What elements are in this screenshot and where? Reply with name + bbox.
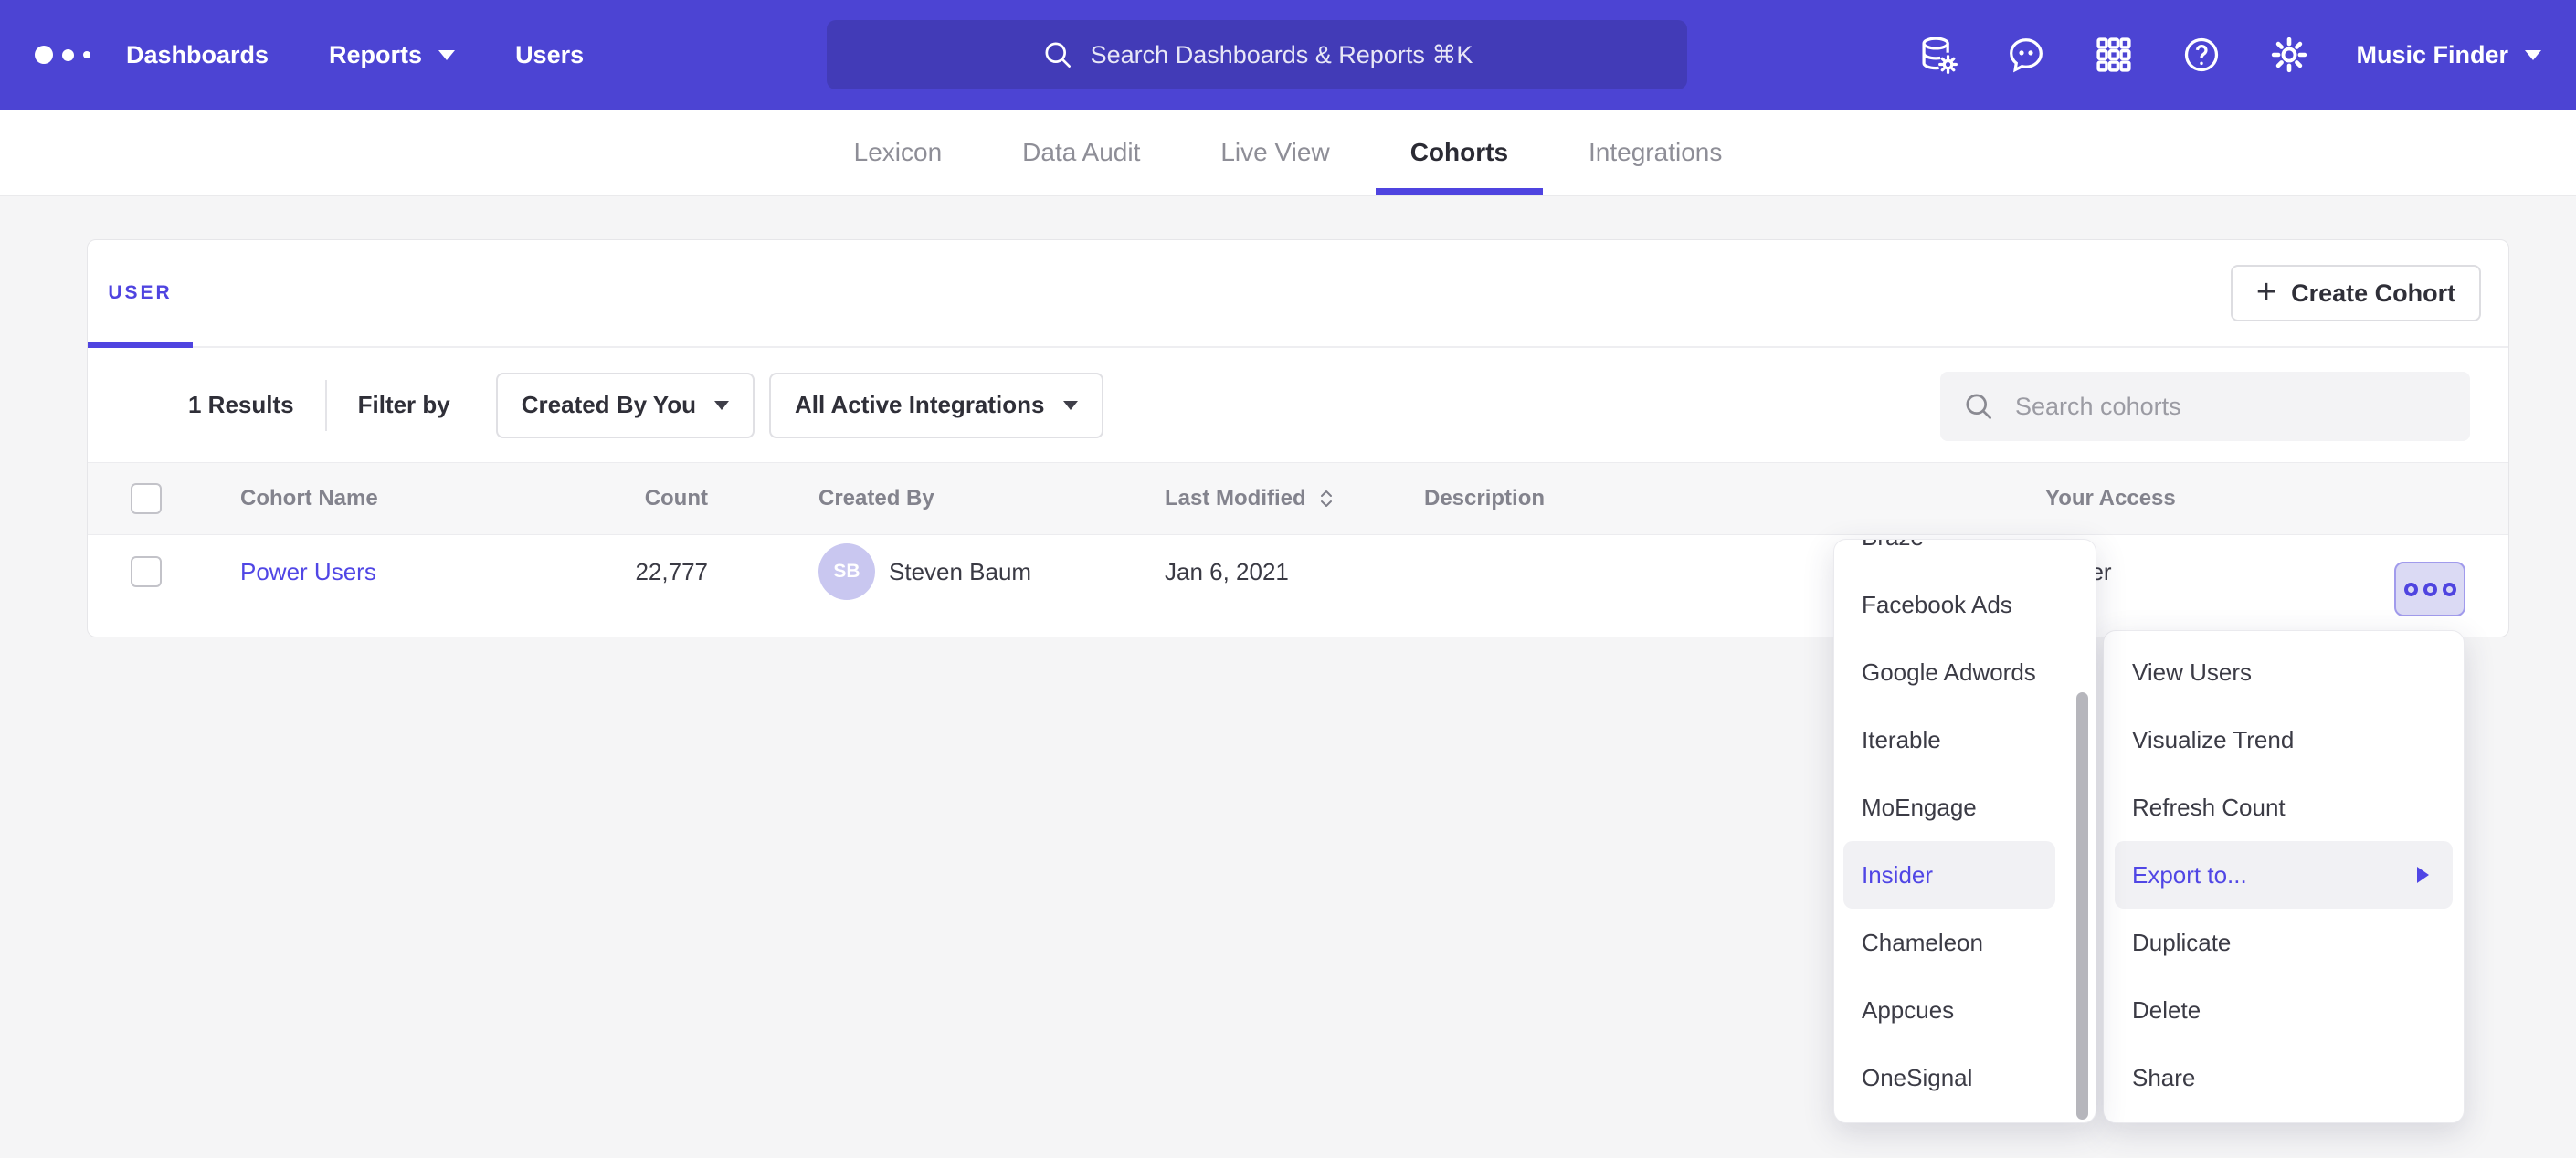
tab-integrations[interactable]: Integrations	[1589, 138, 1723, 166]
settings-gear-icon[interactable]	[2268, 34, 2310, 76]
sort-icon	[1317, 487, 1336, 511]
project-switcher[interactable]: Music Finder	[2356, 41, 2541, 69]
submenu-item-iterable[interactable]: Iterable	[1862, 725, 1941, 753]
cohort-name-link[interactable]: Power Users	[240, 557, 376, 585]
top-navigation-bar: Dashboards Reports Users Search Dashboar…	[0, 0, 2576, 110]
row-checkbox[interactable]	[131, 556, 162, 587]
submenu-item-google-adwords[interactable]: Google Adwords	[1862, 658, 2036, 686]
results-count: 1 Results	[188, 391, 294, 418]
menu-item-share[interactable]: Share	[2132, 1063, 2196, 1091]
menu-item-visualize-trend[interactable]: Visualize Trend	[2132, 725, 2295, 753]
section-tabbar: Lexicon Data Audit Live View Cohorts Int…	[0, 110, 2576, 196]
chevron-down-icon	[1062, 400, 1078, 410]
column-header-last-modified[interactable]: Last Modified	[1165, 463, 1336, 534]
tab-cohorts[interactable]: Cohorts	[1375, 110, 1544, 195]
filter-row: 1 Results Filter by Created By You All A…	[88, 348, 2508, 462]
submenu-item-insider[interactable]: Insider	[1843, 841, 2055, 909]
tab-lexicon[interactable]: Lexicon	[853, 138, 943, 166]
export-to-submenu: Braze Facebook Ads Google Adwords Iterab…	[1833, 539, 2096, 1123]
creator-name: Steven Baum	[889, 557, 1032, 585]
menu-item-refresh-count[interactable]: Refresh Count	[2132, 793, 2286, 821]
project-name: Music Finder	[2356, 40, 2508, 68]
menu-item-delete[interactable]: Delete	[2132, 995, 2201, 1024]
export-to-submenu-list: Braze Facebook Ads Google Adwords Iterab…	[1834, 540, 2096, 1111]
plus-icon	[2256, 277, 2276, 310]
chevron-down-icon	[2525, 49, 2541, 60]
nav-right-cluster: Music Finder	[1917, 34, 2541, 76]
dot-icon	[2442, 582, 2456, 596]
cohorts-card-header: USER Create Cohort	[88, 240, 2508, 348]
table-header-row: Cohort Name Count Created By Last Modifi…	[88, 462, 2508, 535]
cohort-table-row: Power Users 22,777 SB Steven Baum Jan 6,…	[88, 535, 2508, 638]
tab-data-audit[interactable]: Data Audit	[1022, 138, 1141, 166]
menu-item-view-users[interactable]: View Users	[2132, 658, 2253, 686]
chevron-down-icon	[713, 400, 729, 410]
submenu-item-appcues[interactable]: Appcues	[1862, 995, 1955, 1024]
creator-avatar: SB	[818, 543, 875, 600]
create-cohort-button[interactable]: Create Cohort	[2231, 265, 2481, 321]
search-cohorts-box	[1940, 372, 2470, 441]
cohort-count: 22,777	[635, 557, 708, 585]
divider	[324, 379, 327, 431]
nav-item-reports[interactable]: Reports	[329, 41, 456, 69]
tab-live-view[interactable]: Live View	[1220, 138, 1330, 166]
apps-grid-icon[interactable]	[2093, 34, 2135, 76]
submenu-item-chameleon[interactable]: Chameleon	[1862, 928, 1983, 956]
integrations-filter-dropdown[interactable]: All Active Integrations	[768, 372, 1103, 438]
submenu-item-braze[interactable]: Braze	[1834, 540, 2096, 571]
select-all-checkbox[interactable]	[131, 483, 162, 514]
row-context-menu: View Users Visualize Trend Refresh Count…	[2103, 630, 2465, 1123]
last-modified-date: Jan 6, 2021	[1165, 557, 1289, 585]
data-management-icon[interactable]	[1917, 34, 1959, 76]
cohorts-card: USER Create Cohort 1 Results Filter by C…	[87, 239, 2509, 637]
column-header-description: Description	[1424, 486, 1546, 511]
mixpanel-dots-logo-icon[interactable]	[35, 46, 126, 64]
submenu-item-facebook-ads[interactable]: Facebook Ads	[1862, 590, 2012, 618]
dot-icon	[2423, 582, 2437, 596]
help-icon[interactable]	[2180, 34, 2222, 76]
submenu-item-onesignal[interactable]: OneSignal	[1862, 1063, 1973, 1091]
row-actions-button[interactable]	[2394, 562, 2465, 616]
nav-item-users[interactable]: Users	[515, 40, 585, 68]
menu-item-export-to[interactable]: Export to...	[2115, 841, 2453, 909]
submenu-scrollbar-thumb[interactable]	[2076, 692, 2088, 1120]
nav-item-dashboards[interactable]: Dashboards	[126, 40, 269, 68]
column-header-cohort-name: Cohort Name	[240, 486, 378, 511]
search-icon	[1041, 38, 1074, 71]
global-search-input[interactable]: Search Dashboards & Reports ⌘K	[827, 20, 1687, 89]
submenu-arrow-icon	[2417, 867, 2429, 883]
created-by-filter-dropdown[interactable]: Created By You	[495, 372, 755, 438]
search-icon	[1966, 394, 1991, 419]
column-header-created-by: Created By	[818, 486, 934, 511]
dot-icon	[2403, 582, 2418, 596]
search-cohorts-input[interactable]	[2013, 391, 2448, 422]
submenu-item-moengage[interactable]: MoEngage	[1862, 793, 1977, 821]
filter-by-label: Filter by	[357, 391, 450, 418]
column-header-your-access: Your Access	[2045, 486, 2176, 511]
chevron-down-icon	[438, 49, 456, 60]
tab-user-cohorts[interactable]: USER	[88, 240, 193, 348]
global-search-placeholder: Search Dashboards & Reports ⌘K	[1090, 40, 1473, 68]
column-header-count: Count	[644, 486, 708, 511]
feedback-chat-icon[interactable]	[2005, 34, 2047, 76]
menu-item-duplicate[interactable]: Duplicate	[2132, 928, 2232, 956]
